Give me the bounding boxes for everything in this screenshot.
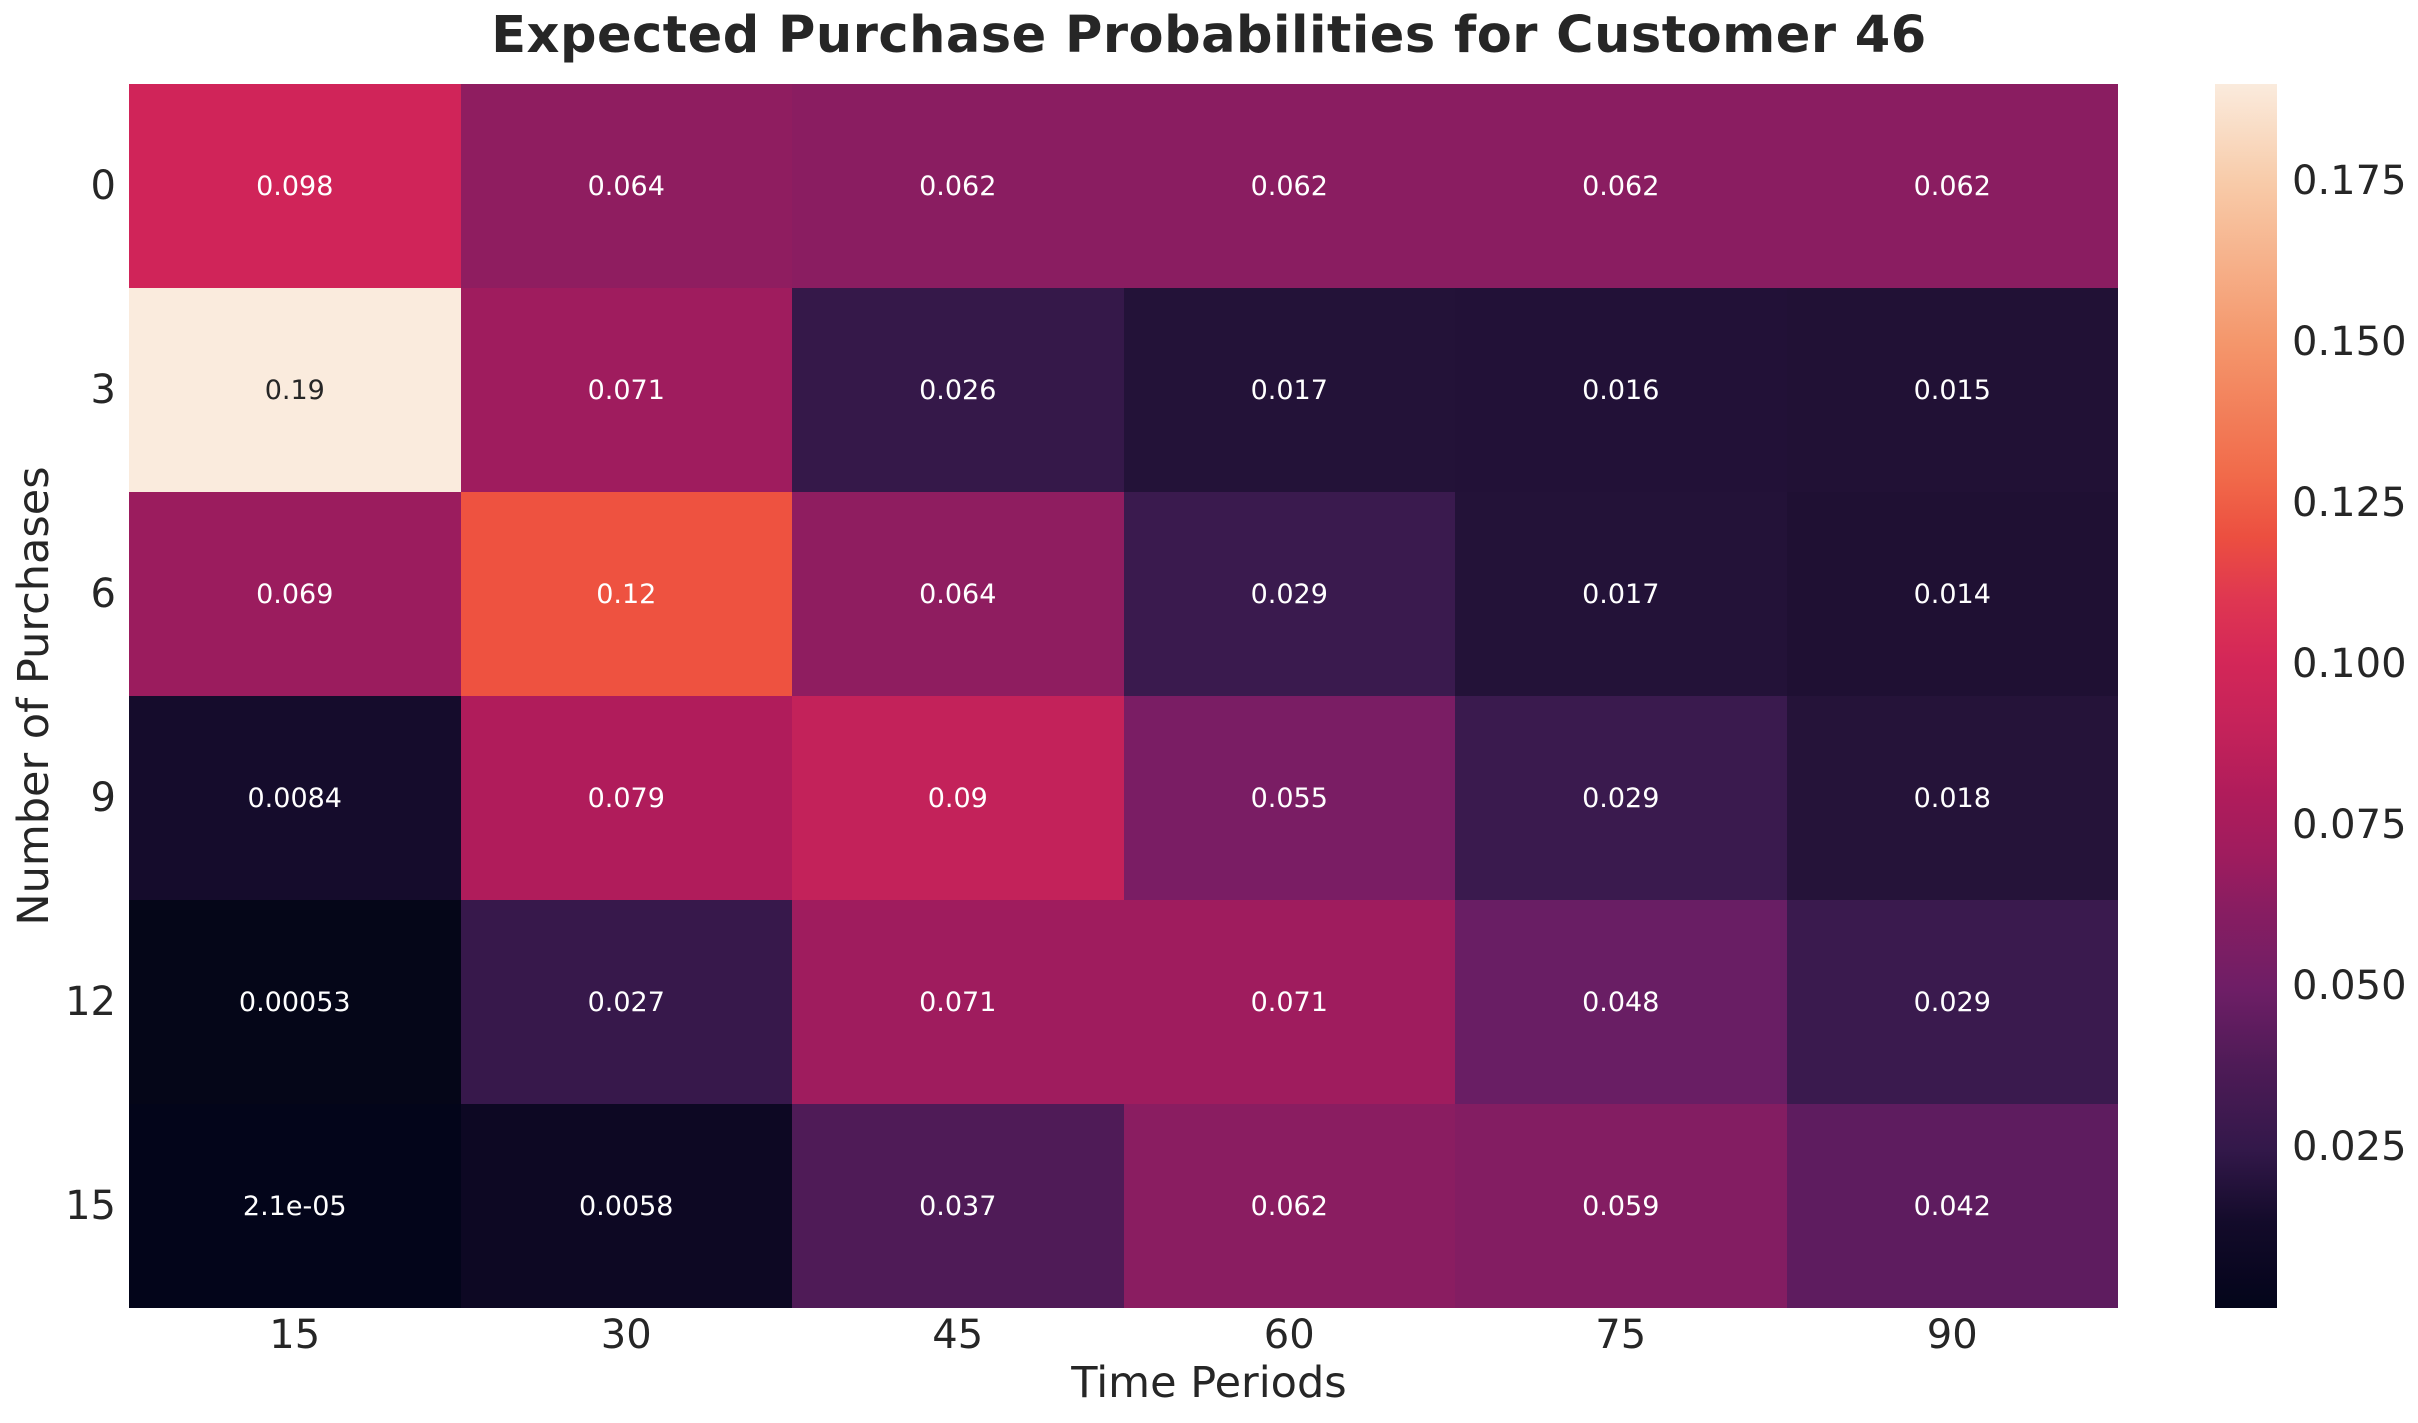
heatmap-cell: 0.062 — [1455, 84, 1787, 288]
cell-value: 0.018 — [1913, 782, 1991, 814]
y-axis-ticks: 0 3 6 9 12 15 — [0, 84, 116, 1308]
heatmap-grid: 0.098 0.064 0.062 0.062 0.062 0.062 0.19 0.071 0… — [129, 84, 2118, 1308]
cell-value: 0.064 — [587, 170, 665, 202]
heatmap-cell: 0.09 — [792, 696, 1124, 900]
heatmap-cell: 0.015 — [1786, 288, 2118, 492]
x-axis-label: Time Periods — [1071, 1358, 1347, 1408]
heatmap-cell: 0.062 — [792, 84, 1124, 288]
cell-value: 0.069 — [256, 578, 334, 610]
cell-value: 0.017 — [1250, 374, 1328, 406]
heatmap-cell: 0.0084 — [129, 696, 461, 900]
heatmap-cell: 0.055 — [1123, 696, 1455, 900]
heatmap-cell: 0.029 — [1786, 900, 2118, 1104]
cell-value: 0.062 — [919, 170, 997, 202]
cell-value: 0.029 — [1913, 986, 1991, 1018]
heatmap-cell: 0.017 — [1123, 288, 1455, 492]
heatmap-cell: 0.062 — [1123, 1104, 1455, 1308]
heatmap-cell: 0.048 — [1455, 900, 1787, 1104]
y-tick-label: 0 — [90, 163, 116, 209]
heatmap-cell: 0.018 — [1786, 696, 2118, 900]
heatmap-cell: 0.071 — [792, 900, 1124, 1104]
x-tick-label: 75 — [1595, 1312, 1647, 1358]
heatmap-cell: 2.1e-05 — [129, 1104, 461, 1308]
cell-value: 0.014 — [1913, 578, 1991, 610]
heatmap-cell: 0.017 — [1455, 492, 1787, 696]
heatmap-cell: 0.059 — [1455, 1104, 1787, 1308]
cell-value: 0.027 — [587, 986, 665, 1018]
heatmap-cell: 0.00053 — [129, 900, 461, 1104]
cell-value: 0.0084 — [247, 782, 342, 814]
heatmap-cell: 0.098 — [129, 84, 461, 288]
chart-title: Expected Purchase Probabilities for Cust… — [491, 6, 1927, 65]
colorbar-tick-label: 0.050 — [2292, 962, 2407, 1009]
x-axis-ticks: 15 30 45 60 75 90 — [129, 1310, 2118, 1360]
y-tick-label: 15 — [65, 1183, 116, 1229]
cell-value: 0.055 — [1250, 782, 1328, 814]
cell-value: 0.059 — [1582, 1190, 1660, 1222]
y-tick-label: 3 — [90, 367, 116, 413]
heatmap-cell: 0.064 — [792, 492, 1124, 696]
colorbar — [2215, 84, 2277, 1308]
heatmap-cell: 0.19 — [129, 288, 461, 492]
heatmap-cell: 0.014 — [1786, 492, 2118, 696]
cell-value: 0.029 — [1582, 782, 1660, 814]
y-tick-label: 12 — [65, 979, 116, 1025]
heatmap-cell: 0.071 — [1123, 900, 1455, 1104]
heatmap-cell: 0.12 — [460, 492, 792, 696]
colorbar-tick-label: 0.125 — [2292, 479, 2407, 526]
heatmap-cell: 0.029 — [1123, 492, 1455, 696]
cell-value: 0.062 — [1582, 170, 1660, 202]
heatmap-cell: 0.027 — [460, 900, 792, 1104]
cell-value: 0.037 — [919, 1190, 997, 1222]
cell-value: 0.071 — [919, 986, 997, 1018]
heatmap-cell: 0.071 — [460, 288, 792, 492]
y-tick-label: 9 — [90, 775, 116, 821]
colorbar-tick-label: 0.150 — [2292, 318, 2407, 365]
cell-value: 0.029 — [1250, 578, 1328, 610]
heatmap-cell: 0.069 — [129, 492, 461, 696]
heatmap-cell: 0.029 — [1455, 696, 1787, 900]
heatmap-cell: 0.064 — [460, 84, 792, 288]
cell-value: 2.1e-05 — [242, 1190, 347, 1222]
heatmap-cell: 0.016 — [1455, 288, 1787, 492]
cell-value: 0.064 — [919, 578, 997, 610]
x-tick-label: 90 — [1926, 1312, 1978, 1358]
heatmap-cell: 0.026 — [792, 288, 1124, 492]
cell-value: 0.09 — [927, 782, 988, 814]
cell-value: 0.015 — [1913, 374, 1991, 406]
x-tick-label: 60 — [1263, 1312, 1315, 1358]
heatmap-cell: 0.037 — [792, 1104, 1124, 1308]
heatmap-cell: 0.0058 — [460, 1104, 792, 1308]
cell-value: 0.062 — [1913, 170, 1991, 202]
colorbar-tick-label: 0.100 — [2292, 640, 2407, 687]
cell-value: 0.016 — [1582, 374, 1660, 406]
y-tick-label: 6 — [90, 571, 116, 617]
cell-value: 0.026 — [919, 374, 997, 406]
cell-value: 0.098 — [256, 170, 334, 202]
cell-value: 0.042 — [1913, 1190, 1991, 1222]
colorbar-tick-label: 0.075 — [2292, 801, 2407, 848]
heatmap-cell: 0.042 — [1786, 1104, 2118, 1308]
cell-value: 0.062 — [1250, 170, 1328, 202]
cell-value: 0.19 — [264, 374, 325, 406]
cell-value: 0.071 — [1250, 986, 1328, 1018]
heatmap-cell: 0.062 — [1123, 84, 1455, 288]
cell-value: 0.079 — [587, 782, 665, 814]
cell-value: 0.017 — [1582, 578, 1660, 610]
x-tick-label: 30 — [600, 1312, 652, 1358]
x-tick-label: 45 — [932, 1312, 984, 1358]
colorbar-tick-label: 0.025 — [2292, 1123, 2407, 1170]
heatmap-cell: 0.079 — [460, 696, 792, 900]
cell-value: 0.12 — [596, 578, 657, 610]
cell-value: 0.048 — [1582, 986, 1660, 1018]
cell-value: 0.062 — [1250, 1190, 1328, 1222]
cell-value: 0.071 — [587, 374, 665, 406]
colorbar-tick-label: 0.175 — [2292, 157, 2407, 204]
x-tick-label: 15 — [269, 1312, 321, 1358]
cell-value: 0.00053 — [238, 986, 351, 1018]
heatmap-cell: 0.062 — [1786, 84, 2118, 288]
cell-value: 0.0058 — [579, 1190, 674, 1222]
